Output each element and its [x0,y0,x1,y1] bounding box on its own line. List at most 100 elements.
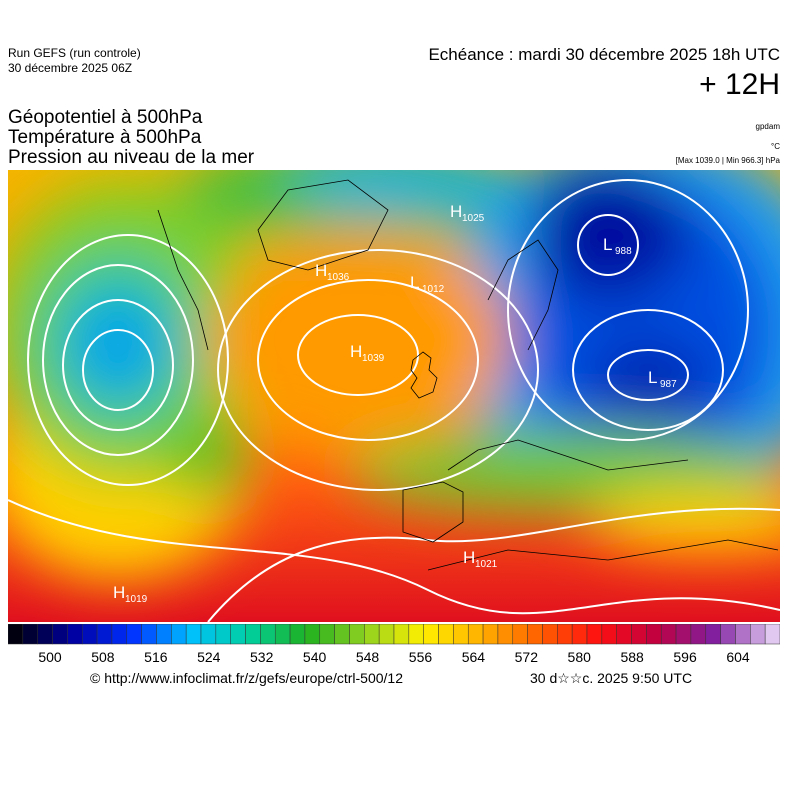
coastlines [157,179,779,571]
colorbar-cell [171,624,187,645]
isobars [8,179,780,622]
colorbar-cell [334,624,350,645]
colorbar-cell [319,624,335,645]
colorbar-cell [735,624,751,645]
colorbar-cell [571,624,588,645]
colorbar-cell [705,624,721,645]
colorbar-cell [81,624,98,645]
field: Température à 500hPa [8,127,202,148]
colorbar-label: 532 [250,649,274,665]
colorbar-label: 508 [91,649,115,665]
colorbar-label: 556 [409,649,433,665]
run-date: 30 décembre 2025 06Z [8,61,133,75]
colorbar-cell [289,624,306,645]
colorbar-cell [750,624,766,645]
colorbar-cell [274,624,291,645]
center-value: 1039 [362,353,385,364]
colorbar-label: 572 [515,649,539,665]
colorbar-cell [215,624,231,645]
colorbar-cell [453,624,469,645]
colorbar-cell [423,624,439,645]
center-value: 1025 [462,213,485,224]
colorbar-cell [364,624,380,645]
field: Pression au niveau de la mer [8,147,255,168]
colorbar-cell [646,624,662,645]
colorbar-cell [185,624,202,645]
colorbar-cell [720,624,736,645]
colorbar-cell [467,624,484,645]
colorbar-cell [126,624,142,645]
colorbar-cell [764,624,780,645]
center-letter: L [648,368,657,387]
colorbar-cell [631,624,647,645]
run: Run GEFS (run controle) [8,46,141,60]
colorbar-cell [111,624,128,645]
center-letter: H [315,261,327,280]
center-value: 1021 [475,559,498,570]
unit: °C [771,142,780,151]
colorbar-cell [616,624,632,645]
colorbar-cell [378,624,395,645]
colorbar-label: 524 [197,649,221,665]
center-value: 987 [660,379,677,390]
colorbar-label: 596 [673,649,697,665]
colorbar-cell [37,624,53,645]
colorbar-cell [141,624,157,645]
colorbar-cell [586,624,603,645]
colorbar-cell [230,624,246,645]
colorbar-cell [601,624,617,645]
colorbar-cell [527,624,543,645]
center-letter: H [113,583,125,602]
colorbar: 500 508 516 524 532 540 548 556 564 572 580 588 596 6… [8,624,780,665]
colorbar-label: 564 [462,649,486,665]
colorbar-cell [557,624,573,645]
source: © http://www.infoclimat.fr/z/gefs/europe… [90,670,404,686]
valid-time: Echéance : mardi 30 décembre 2025 18h UT… [428,45,780,64]
colorbar-label: 580 [568,649,592,665]
center-letter: H [350,342,362,361]
colorbar-label: 500 [38,649,62,665]
colorbar-cell [393,624,410,645]
colorbar-label: 548 [356,649,380,665]
colorbar-cell [690,624,707,645]
colorbar-cell [52,624,68,645]
colorbar-cell [200,624,217,645]
colorbar-cell [67,624,83,645]
unit: gpdam [755,122,780,131]
colorbar-cell [8,624,24,645]
colorbar-cell [260,624,276,645]
colorbar-cell [497,624,514,645]
colorbar-label: 516 [144,649,168,665]
center-letter: H [450,202,462,221]
lead-time: + 12H [699,68,780,101]
center-value: 988 [615,246,632,257]
colorbar-label: 540 [303,649,327,665]
colorbar-cell [675,624,692,645]
colorbar-cell [96,624,113,645]
colorbar-cell [245,624,261,645]
colorbar-cell [156,624,172,645]
center-value: 1012 [422,284,445,295]
colorbar-label: 604 [726,649,750,665]
colorbar-cell [512,624,528,645]
colorbar-label: 588 [620,649,644,665]
center-value: 1036 [327,272,350,283]
generated: 30 d☆☆c. 2025 9:50 UTC [530,670,693,686]
unit: [Max 1039.0 | Min 966.3] hPa [675,156,780,165]
colorbar-cell [660,624,677,645]
center-letter: H [463,548,475,567]
center-value: 1019 [125,594,148,605]
colorbar-cell [408,624,424,645]
field: Géopotentiel à 500hPa [8,107,203,128]
colorbar-cell [438,624,454,645]
colorbar-cell [304,624,321,645]
colorbar-cell [482,624,499,645]
colorbar-cell [22,624,38,645]
colorbar-cell [349,624,365,645]
center-letter: L [410,273,419,292]
center-letter: L [603,235,612,254]
colorbar-cell [542,624,558,645]
